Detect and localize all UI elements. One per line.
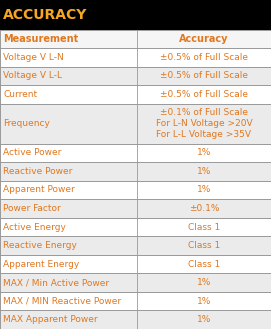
Text: Voltage V L-N: Voltage V L-N bbox=[3, 53, 64, 62]
Text: Class 1: Class 1 bbox=[188, 222, 220, 232]
Bar bbox=[0, 104, 271, 144]
Text: Reactive Energy: Reactive Energy bbox=[3, 241, 77, 250]
Text: Class 1: Class 1 bbox=[188, 241, 220, 250]
Text: Power Factor: Power Factor bbox=[3, 204, 61, 213]
Text: Reactive Power: Reactive Power bbox=[3, 167, 73, 176]
Bar bbox=[0, 311, 271, 329]
Text: Measurement: Measurement bbox=[3, 34, 79, 44]
Bar bbox=[0, 273, 271, 292]
Text: MAX / Min Active Power: MAX / Min Active Power bbox=[3, 278, 109, 287]
Text: ±0.5% of Full Scale: ±0.5% of Full Scale bbox=[160, 90, 248, 99]
Text: ±0.1% of Full Scale
For L-N Voltage >20V
For L-L Voltage >35V: ±0.1% of Full Scale For L-N Voltage >20V… bbox=[156, 108, 252, 139]
Bar bbox=[0, 66, 271, 85]
Bar bbox=[0, 181, 271, 199]
Text: Active Energy: Active Energy bbox=[3, 222, 66, 232]
Bar bbox=[0, 292, 271, 311]
Text: Class 1: Class 1 bbox=[188, 260, 220, 268]
Text: 1%: 1% bbox=[197, 148, 211, 157]
Bar bbox=[0, 144, 271, 162]
Text: Active Power: Active Power bbox=[3, 148, 62, 157]
Text: ±0.1%: ±0.1% bbox=[189, 204, 219, 213]
Text: Apparent Power: Apparent Power bbox=[3, 186, 75, 194]
Text: 1%: 1% bbox=[197, 315, 211, 324]
Text: Accuracy: Accuracy bbox=[179, 34, 229, 44]
Text: MAX Apparent Power: MAX Apparent Power bbox=[3, 315, 98, 324]
Text: 1%: 1% bbox=[197, 167, 211, 176]
Bar bbox=[0, 48, 271, 66]
Text: MAX / MIN Reactive Power: MAX / MIN Reactive Power bbox=[3, 297, 121, 306]
Bar bbox=[0, 236, 271, 255]
Bar bbox=[0, 162, 271, 181]
Bar bbox=[0, 0, 271, 30]
Text: ±0.5% of Full Scale: ±0.5% of Full Scale bbox=[160, 53, 248, 62]
Bar bbox=[0, 30, 271, 48]
Bar bbox=[0, 199, 271, 218]
Text: 1%: 1% bbox=[197, 278, 211, 287]
Bar bbox=[0, 255, 271, 273]
Text: Voltage V L-L: Voltage V L-L bbox=[3, 71, 62, 80]
Text: ±0.5% of Full Scale: ±0.5% of Full Scale bbox=[160, 71, 248, 80]
Bar bbox=[0, 85, 271, 104]
Bar bbox=[0, 218, 271, 236]
Text: 1%: 1% bbox=[197, 297, 211, 306]
Text: ACCURACY: ACCURACY bbox=[3, 8, 88, 22]
Text: Apparent Energy: Apparent Energy bbox=[3, 260, 79, 268]
Text: 1%: 1% bbox=[197, 186, 211, 194]
Text: Current: Current bbox=[3, 90, 37, 99]
Text: Frequency: Frequency bbox=[3, 119, 50, 128]
